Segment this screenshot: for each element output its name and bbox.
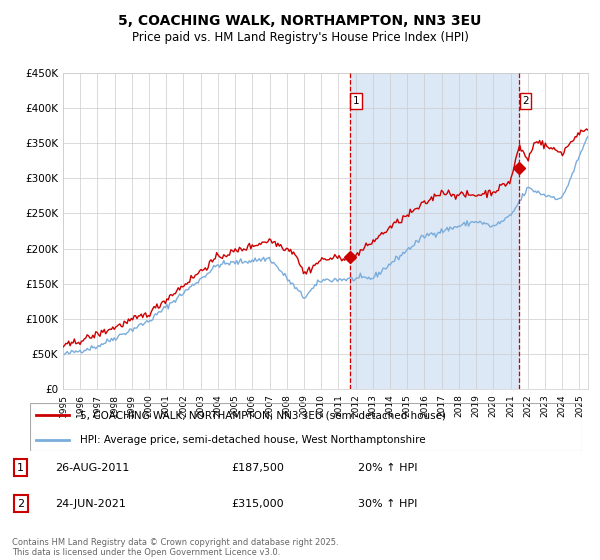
Text: 5, COACHING WALK, NORTHAMPTON, NN3 3EU: 5, COACHING WALK, NORTHAMPTON, NN3 3EU (118, 14, 482, 28)
Bar (350, 73, 519, 389)
Text: 26-AUG-2011: 26-AUG-2011 (55, 463, 130, 473)
Text: HPI: Average price, semi-detached house, West Northamptonshire: HPI: Average price, semi-detached house,… (80, 435, 425, 445)
Text: Contains HM Land Registry data © Crown copyright and database right 2025.
This d: Contains HM Land Registry data © Crown c… (12, 538, 338, 557)
Text: 5, COACHING WALK, NORTHAMPTON, NN3 3EU (semi-detached house): 5, COACHING WALK, NORTHAMPTON, NN3 3EU (… (80, 410, 446, 420)
Text: 1: 1 (17, 463, 24, 473)
Text: £187,500: £187,500 (231, 463, 284, 473)
Text: 2: 2 (17, 499, 24, 509)
Text: 20% ↑ HPI: 20% ↑ HPI (358, 463, 417, 473)
Text: Price paid vs. HM Land Registry's House Price Index (HPI): Price paid vs. HM Land Registry's House … (131, 31, 469, 44)
Text: 24-JUN-2021: 24-JUN-2021 (55, 499, 126, 509)
Text: 1: 1 (353, 96, 359, 106)
Text: £315,000: £315,000 (231, 499, 284, 509)
Text: 30% ↑ HPI: 30% ↑ HPI (358, 499, 417, 509)
Text: 2: 2 (522, 96, 529, 106)
